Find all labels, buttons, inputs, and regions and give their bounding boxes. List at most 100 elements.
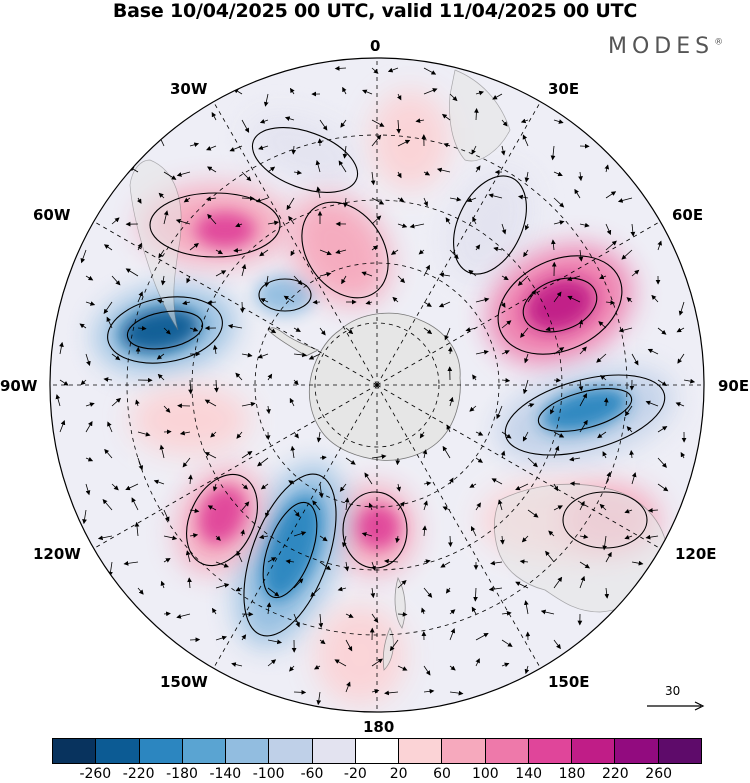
wind-arrow bbox=[236, 550, 243, 563]
wind-arrow bbox=[189, 637, 201, 643]
wind-arrow bbox=[520, 327, 529, 338]
wind-arrow bbox=[624, 405, 633, 417]
wind-arrow bbox=[517, 275, 529, 286]
wind-arrow bbox=[312, 500, 321, 511]
wind-arrow bbox=[629, 450, 635, 459]
wind-arrow bbox=[80, 249, 87, 264]
wind-arrow bbox=[207, 166, 217, 173]
wind-arrow bbox=[384, 558, 399, 564]
anomaly-blob bbox=[526, 278, 594, 332]
wind-arrow bbox=[423, 587, 433, 598]
wind-arrow bbox=[137, 587, 144, 595]
wind-arrow bbox=[308, 353, 321, 360]
wind-arrow bbox=[475, 244, 481, 251]
wind-arrow bbox=[626, 297, 633, 303]
wind-arrow bbox=[436, 167, 451, 173]
wind-arrow bbox=[500, 450, 506, 459]
wind-arrow bbox=[438, 301, 451, 308]
wind-arrow bbox=[677, 353, 685, 364]
wind-arrow bbox=[493, 246, 503, 252]
wind-arrow bbox=[631, 560, 644, 566]
wind-arrow bbox=[267, 220, 280, 226]
wind-arrow bbox=[548, 530, 555, 537]
wind-arrow bbox=[211, 111, 217, 121]
wind-arrow bbox=[501, 431, 512, 439]
wind-arrow bbox=[241, 119, 250, 133]
colorbar-cell bbox=[572, 739, 616, 763]
wind-arrow bbox=[259, 534, 269, 540]
wind-arrow bbox=[371, 245, 379, 251]
wind-arrow bbox=[520, 118, 529, 124]
colorbar-tick-label: 220 bbox=[601, 766, 629, 782]
wind-arrow bbox=[361, 532, 373, 537]
wind-arrow bbox=[409, 223, 425, 229]
colorbar-cell bbox=[485, 739, 529, 763]
wind-arrow bbox=[491, 478, 503, 485]
wind-arrow bbox=[125, 268, 139, 277]
wind-arrow bbox=[488, 586, 503, 592]
wind-arrow bbox=[288, 215, 295, 225]
wind-arrow bbox=[501, 320, 512, 329]
wind-arrow bbox=[267, 557, 277, 563]
wind-arrow bbox=[471, 525, 477, 537]
wind-arrow bbox=[135, 399, 140, 407]
colorbar-cell bbox=[139, 739, 183, 763]
wind-arrow bbox=[189, 508, 200, 514]
wind-arrow bbox=[488, 193, 503, 199]
wind-arrow bbox=[449, 690, 464, 696]
lon-label-180: 180 bbox=[363, 718, 395, 736]
wind-arrow bbox=[293, 275, 303, 286]
brand-logo: MODES® bbox=[608, 34, 723, 59]
wind-arrow bbox=[85, 456, 94, 462]
wind-arrow bbox=[397, 139, 411, 147]
wind-arrow bbox=[371, 134, 382, 147]
wind-arrow bbox=[293, 170, 302, 175]
meridian-line bbox=[376, 384, 661, 549]
wind-arrow bbox=[423, 500, 428, 511]
wind-arrow bbox=[283, 295, 295, 303]
wind-arrow bbox=[469, 405, 477, 412]
wind-arrow bbox=[267, 373, 273, 381]
wind-arrow bbox=[527, 457, 538, 468]
wind-arrow bbox=[475, 431, 484, 436]
wind-arrow bbox=[260, 483, 269, 490]
wind-arrow bbox=[387, 67, 399, 73]
wind-arrow bbox=[368, 502, 374, 511]
lon-label-120e: 120E bbox=[675, 545, 717, 563]
wind-arrow bbox=[605, 471, 611, 485]
wind-arrow bbox=[260, 298, 269, 303]
wind-arrow bbox=[371, 119, 385, 127]
wind-arrow bbox=[423, 170, 431, 176]
wind-arrow bbox=[423, 688, 435, 694]
wind-arrow bbox=[371, 561, 376, 571]
wind-arrow bbox=[524, 353, 529, 364]
wind-arrow bbox=[419, 431, 425, 439]
wind-arrow bbox=[59, 379, 69, 386]
wind-arrow bbox=[423, 67, 437, 75]
wind-arrow bbox=[496, 405, 503, 420]
wind-arrow bbox=[342, 86, 347, 95]
wind-arrow bbox=[188, 474, 193, 485]
wind-arrow bbox=[449, 477, 454, 485]
meridian-line bbox=[93, 221, 378, 386]
wind-arrow bbox=[264, 275, 270, 288]
wind-arrow bbox=[206, 196, 217, 202]
wind-arrow bbox=[137, 291, 143, 303]
wind-arrow bbox=[111, 275, 121, 286]
colorbar-cell bbox=[53, 739, 97, 763]
wind-arrow bbox=[397, 171, 402, 179]
wind-arrow bbox=[257, 457, 269, 467]
wind-arrow bbox=[371, 215, 382, 225]
streamline-layer bbox=[55, 65, 696, 706]
wind-arrow bbox=[370, 587, 376, 599]
wind-arrow bbox=[157, 299, 165, 304]
streamline bbox=[258, 278, 312, 312]
reference-arrow-icon bbox=[647, 701, 705, 711]
wind-arrow bbox=[159, 444, 165, 459]
anomaly-blob bbox=[261, 495, 323, 601]
wind-arrow bbox=[163, 535, 178, 541]
wind-arrow bbox=[267, 659, 277, 667]
wind-arrow bbox=[490, 560, 503, 566]
wind-arrow bbox=[423, 559, 431, 564]
